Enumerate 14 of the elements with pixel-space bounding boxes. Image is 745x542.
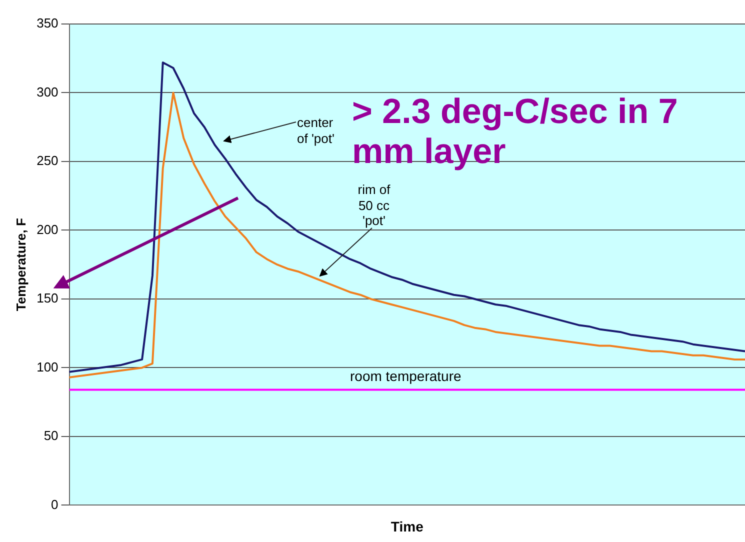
annotation: room temperature (350, 368, 462, 385)
y-tick-label: 0 (51, 496, 58, 512)
y-axis-title: Temperature, F (13, 218, 28, 312)
y-tick-label: 200 (36, 222, 58, 237)
annotation: > 2.3 deg-C/sec in 7 mm layer (352, 92, 679, 172)
y-tick-label: 300 (36, 84, 58, 100)
annotation: center of 'pot' (297, 115, 336, 146)
y-tick-label: 350 (36, 16, 58, 31)
y-tick-label: 250 (36, 153, 58, 168)
annotation: rim of 50 cc 'pot' (356, 182, 392, 229)
y-tick-label: 50 (44, 428, 58, 444)
x-axis-title: Time (390, 518, 424, 534)
y-tick-label: 150 (36, 290, 58, 306)
y-tick-label: 100 (36, 359, 58, 374)
